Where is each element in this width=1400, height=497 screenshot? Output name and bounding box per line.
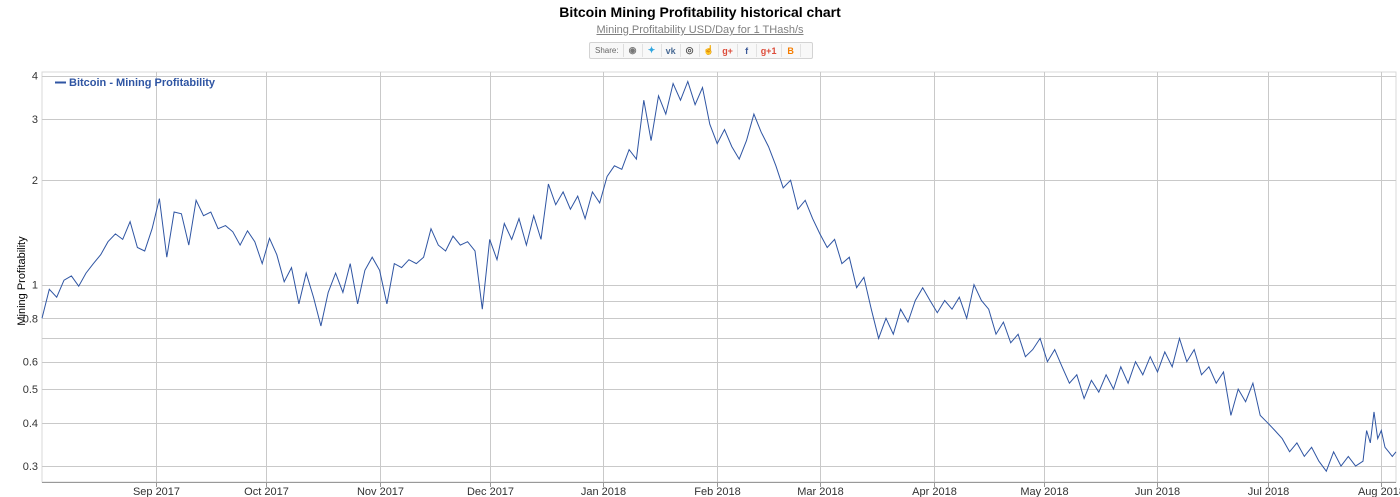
twitter-icon[interactable]: ✦: [643, 44, 662, 57]
share-buttons-group: ◉ ✦ vk ◎ ☝ g+ f g+1 B: [624, 44, 801, 57]
blogger-icon[interactable]: B: [782, 44, 801, 57]
vk-icon[interactable]: vk: [662, 44, 681, 57]
series-line-bitcoin-mining-profitability: [41, 79, 1397, 473]
y-tick-label: 1: [32, 280, 38, 292]
plot-area: [41, 71, 1397, 483]
legend-label: Bitcoin - Mining Profitability: [69, 77, 216, 89]
y-tick-label: 0.4: [23, 418, 38, 430]
x-tick-label: Aug 2018: [1358, 486, 1400, 497]
google-plus-one-icon[interactable]: g+1: [757, 44, 782, 57]
x-tick-label: Oct 2017: [244, 486, 289, 497]
chart-subtitle[interactable]: Mining Profitability USD/Day for 1 THash…: [0, 24, 1400, 36]
x-tick-label: Mar 2018: [797, 486, 843, 497]
y-tick-label: 0.6: [23, 357, 38, 369]
x-tick-label: Sep 2017: [133, 486, 180, 497]
chart-subtitle-link[interactable]: Mining Profitability USD/Day for 1 THash…: [596, 24, 804, 36]
share-label: Share:: [590, 44, 624, 57]
y-tick-label: 3: [32, 114, 38, 126]
y-tick-label: 4: [32, 71, 38, 83]
x-tick-label: May 2018: [1020, 486, 1068, 497]
y-tick-label: 0.3: [23, 461, 38, 473]
facebook-icon[interactable]: f: [738, 44, 757, 57]
y-tick-label: 2: [32, 175, 38, 187]
reddit-icon[interactable]: ◉: [624, 44, 643, 57]
x-tick-label: Nov 2017: [357, 486, 404, 497]
x-tick-label: Dec 2017: [467, 486, 514, 497]
y-axis-title: Mining Profitability: [16, 236, 28, 326]
x-tick-label: Jan 2018: [581, 486, 626, 497]
x-tick-label: Jun 2018: [1135, 486, 1180, 497]
x-tick-label: Jul 2018: [1248, 486, 1290, 497]
x-tick-label: Apr 2018: [912, 486, 957, 497]
y-tick-label: 0.5: [23, 384, 38, 396]
like-icon[interactable]: ☝: [700, 44, 719, 57]
weibo-icon[interactable]: ◎: [681, 44, 700, 57]
x-tick-label: Feb 2018: [694, 486, 740, 497]
google-plus-icon[interactable]: g+: [719, 44, 738, 57]
share-toolbar: Share: ◉ ✦ vk ◎ ☝ g+ f g+1 B: [589, 42, 813, 59]
chart-title: Bitcoin Mining Profitability historical …: [559, 4, 841, 20]
